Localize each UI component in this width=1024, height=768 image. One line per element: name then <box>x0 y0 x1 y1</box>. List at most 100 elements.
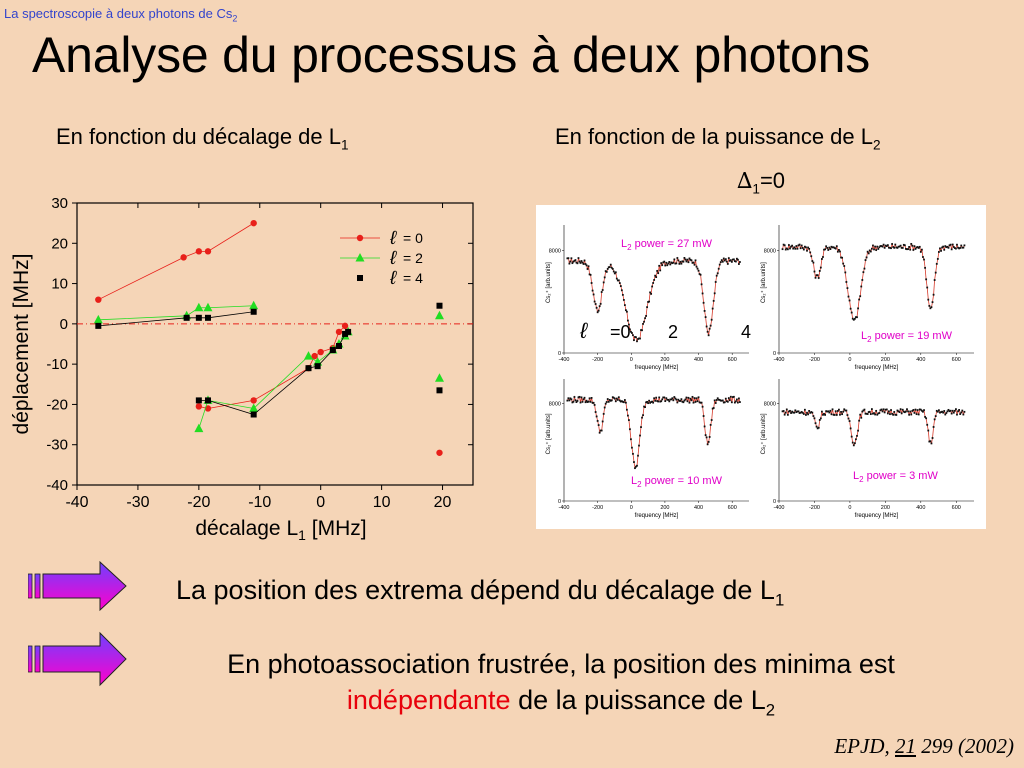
spectrum-data-point <box>933 418 936 421</box>
series-line <box>98 305 254 321</box>
spectrum-data-point <box>641 329 643 332</box>
panel-x-tick-label: 400 <box>916 357 925 363</box>
spectrum-data-point <box>961 246 964 249</box>
spectrum-data-point <box>627 414 629 417</box>
spectrum-data-point <box>659 269 662 272</box>
spectrum-data-point <box>595 415 598 418</box>
spectrum-data-point <box>632 452 634 455</box>
spectrum-data-point <box>647 402 649 405</box>
spectrum-data-point <box>958 247 961 250</box>
spectrum-data-point <box>648 399 650 402</box>
spectrum-data-point <box>957 410 959 413</box>
spectrum-data-point <box>645 401 647 404</box>
panel-y-tick-label: 0 <box>558 499 561 505</box>
spectrum-data-point <box>709 423 712 426</box>
spectrum-data-point <box>790 412 792 414</box>
spectrum-data-point <box>934 415 937 417</box>
spectrum-data-point <box>868 410 871 413</box>
spectrum-data-point <box>862 409 865 412</box>
spectrum-data-point <box>711 407 714 410</box>
spectrum-data-point <box>813 270 816 273</box>
spectrum-data-point <box>707 334 710 337</box>
spectrum-panel: -400 -200 0 200 400 600 0 8000 frequency [MHz] Cs… <box>545 379 749 519</box>
spectrum-data-point <box>864 259 867 261</box>
spectrum-data-point <box>662 396 665 399</box>
spectrum-data-point <box>676 257 679 259</box>
spectrum-data-point <box>644 406 646 409</box>
spectrum-data-point <box>811 260 814 262</box>
spectrum-data-point <box>578 260 581 263</box>
spectrum-data-point <box>591 402 594 404</box>
spectrum-data-point <box>909 410 912 413</box>
spectrum-data-point <box>872 412 874 415</box>
spectrum-data-point <box>607 400 610 403</box>
spectrum-data-point <box>566 399 569 402</box>
spectrum-data-point <box>819 266 822 269</box>
spectrum-data-point <box>866 250 869 253</box>
spectrum-data-point <box>847 417 850 420</box>
spectrum-data-point <box>614 271 617 274</box>
spectrum-data-point <box>933 279 936 281</box>
spectrum-data-point <box>577 396 580 399</box>
spectrum-data-point <box>911 244 914 247</box>
spectrum-data-point <box>600 429 603 432</box>
spectrum-data-point <box>959 413 962 415</box>
legend-symbol: ℓ <box>389 228 397 249</box>
spectrum-data-point <box>568 399 571 402</box>
spectrum-data-point <box>663 260 666 263</box>
spectrum-data-point <box>934 271 937 274</box>
spectrum-data-point <box>789 409 791 412</box>
spectrum-data-point <box>782 410 785 412</box>
spectrum-data-point <box>796 247 799 250</box>
spectrum-data-point <box>870 408 873 410</box>
spectrum-data-point <box>697 396 700 399</box>
spectrum-data-point <box>922 410 924 413</box>
spectrum-data-point <box>594 303 597 305</box>
x-tick-label: -40 <box>65 494 88 511</box>
spectrum-data-point <box>877 248 880 250</box>
spectrum-data-point <box>877 412 880 415</box>
spectrum-data-point <box>679 400 682 402</box>
spectrum-data-point <box>806 411 808 414</box>
spectrum-data-point <box>881 410 884 413</box>
spectrum-fit-line <box>782 242 965 321</box>
spectrum-data-point <box>910 413 913 416</box>
spectrum-data-point <box>817 277 820 279</box>
spectrum-data-point <box>926 423 929 426</box>
spectrum-data-point <box>688 401 691 404</box>
spectrum-data-point <box>830 245 833 248</box>
spectrum-data-point <box>588 397 591 400</box>
spectrum-data-point <box>851 441 854 444</box>
spectrum-data-point <box>928 304 931 307</box>
spectrum-data-point <box>641 416 643 419</box>
spectrum-data-point <box>962 246 965 249</box>
spectrum-data-point <box>920 409 923 412</box>
spectrum-data-point <box>864 412 867 415</box>
spectrum-data-point <box>711 307 714 310</box>
spectrum-data-point <box>874 413 876 416</box>
spectrum-data-point <box>630 438 632 441</box>
spectrum-data-point <box>808 410 811 412</box>
spectrum-data-point <box>652 282 655 284</box>
spectrum-data-point <box>879 409 882 412</box>
spectrum-data-points <box>566 257 741 343</box>
annotation-value: =0 <box>610 322 631 342</box>
spectrum-data-point <box>667 262 670 265</box>
spectrum-data-point <box>699 401 702 404</box>
spectrum-data-point <box>942 245 945 248</box>
spectrum-data-point <box>827 410 830 413</box>
spectrum-data-point <box>952 411 955 414</box>
spectrum-data-point <box>659 400 662 403</box>
spectrum-data-point <box>690 399 693 402</box>
spectrum-data-point <box>571 262 574 265</box>
panel-x-tick-label: 400 <box>916 505 925 511</box>
spectrum-data-point <box>929 440 932 443</box>
spectrum-data-point <box>925 278 928 281</box>
data-point <box>250 397 257 404</box>
spectrum-data-point <box>602 281 605 284</box>
spectrum-data-point <box>929 307 932 310</box>
spectrum-data-point <box>723 401 726 404</box>
spectrum-data-point <box>702 415 705 417</box>
spectrum-data-point <box>691 261 694 264</box>
spectrum-panel: -400 -200 0 200 400 600 0 8000 frequency [MHz] Cs… <box>760 225 974 371</box>
